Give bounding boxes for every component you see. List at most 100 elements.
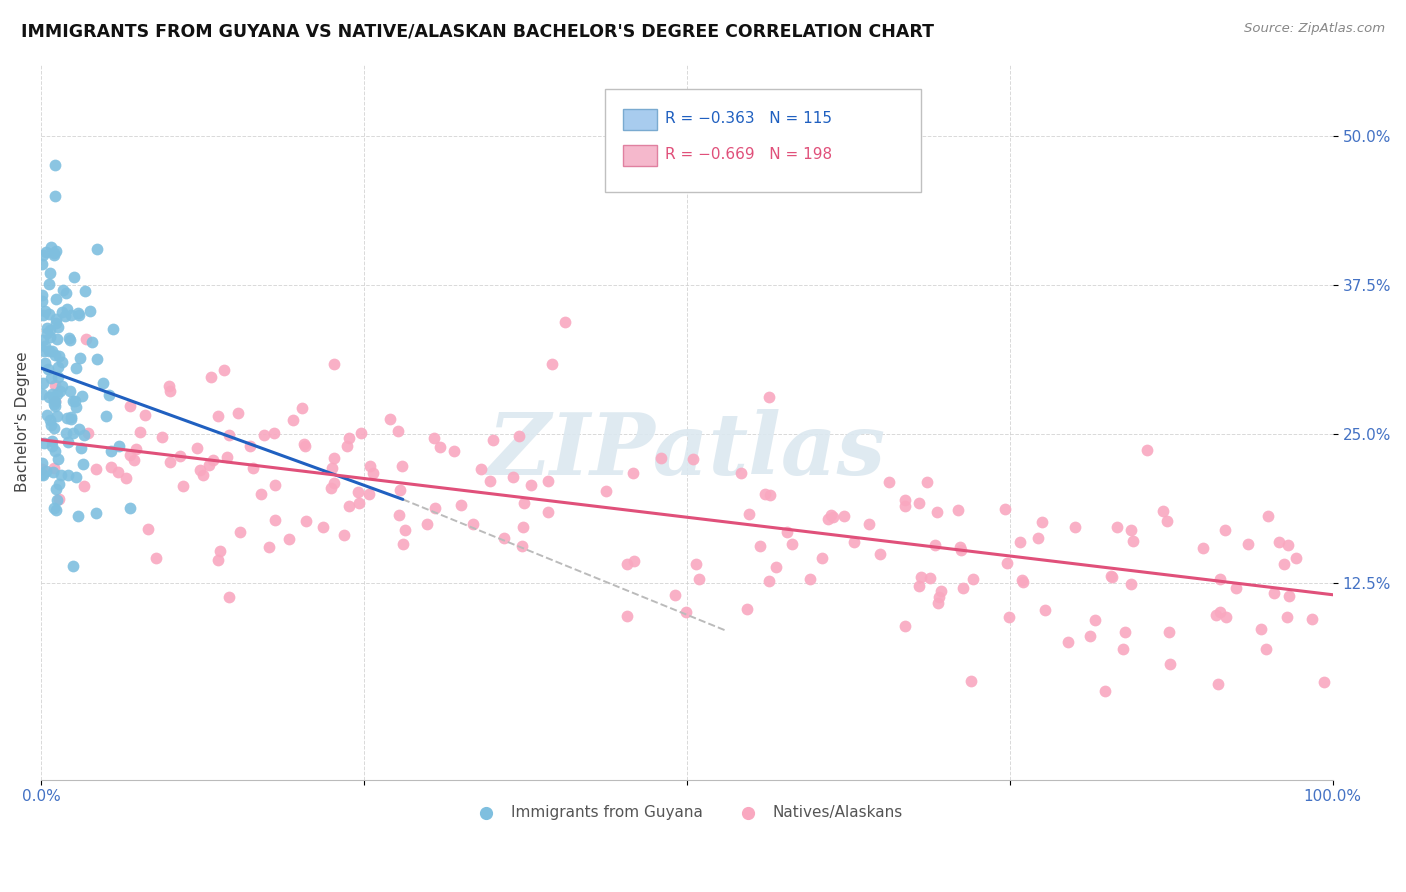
Point [650,451,672,466]
Point [46,369,69,384]
Point [84,506,107,520]
Point [928,590,950,604]
Point [263,478,285,492]
Point [31,257,53,271]
Point [44,399,66,413]
Point [136,522,159,536]
Point [42,392,65,407]
Point [425,500,447,515]
Point [949,543,972,558]
Point [65,401,87,415]
Point [186,442,208,456]
Point [31,387,53,401]
Point [63,393,86,408]
Point [56,434,79,449]
Point [44,189,66,203]
Point [31,288,53,302]
Point [1157,624,1180,639]
Point [45,502,67,516]
Point [1205,607,1227,622]
Point [172,479,194,493]
Point [65,360,87,375]
Point [1101,570,1123,584]
Point [46,409,69,424]
Point [44,395,66,409]
Point [1101,569,1123,583]
Point [378,411,401,425]
Point [115,471,138,485]
Point [107,465,129,479]
Point [45,292,67,306]
Point [758,488,780,502]
Point [1250,623,1272,637]
Point [197,458,219,473]
Point [207,553,229,567]
Point [537,505,560,519]
Point [97,387,120,401]
Point [1078,629,1101,643]
Point [37,362,59,376]
Point [893,493,915,508]
Point [38,322,60,336]
Point [45,317,67,331]
Point [1011,573,1033,587]
Point [34,304,56,318]
Point [56,302,79,317]
Point [322,357,344,371]
Point [675,606,697,620]
Point [41,434,63,449]
Point [350,425,373,440]
Point [508,429,530,443]
Point [877,475,900,489]
Point [1208,605,1230,619]
Point [346,485,368,500]
Point [31,461,53,475]
Point [312,520,335,534]
Point [42,420,65,434]
Point [263,425,285,440]
Point [159,384,181,398]
Point [218,428,240,442]
Point [34,436,56,450]
Point [129,425,152,440]
Point [820,508,842,522]
Point [423,431,446,445]
Point [56,410,79,425]
Point [41,387,63,401]
Point [910,570,932,584]
Point [997,610,1019,624]
Point [1208,676,1230,690]
Point [86,242,108,256]
Point [70,388,93,402]
Point [48,476,70,491]
Point [894,499,917,513]
Point [229,524,252,539]
Point [84,462,107,476]
Point [59,412,82,426]
Point [429,440,451,454]
Point [108,439,131,453]
Point [38,413,60,427]
Point [1107,520,1129,534]
Point [31,467,53,482]
Point [765,559,787,574]
Point [73,284,96,298]
Point [1277,609,1299,624]
Point [799,572,821,586]
Point [281,413,304,427]
Point [1152,504,1174,518]
Point [1225,581,1247,595]
Point [554,316,576,330]
Point [387,424,409,438]
Point [69,351,91,366]
Point [62,558,84,573]
Point [292,437,315,451]
Point [1156,514,1178,528]
Point [51,305,73,319]
Point [394,524,416,538]
Point [38,277,60,291]
Point [134,408,156,422]
Point [53,310,76,324]
Point [37,408,59,422]
Point [37,321,59,335]
